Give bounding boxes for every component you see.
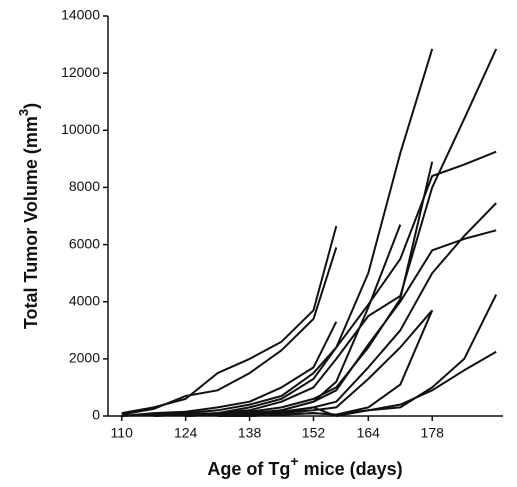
series-line <box>121 247 338 416</box>
series-line <box>185 202 497 417</box>
y-tick-label: 8000 <box>69 178 100 194</box>
x-tick-label: 178 <box>421 425 445 441</box>
y-tick-label: 4000 <box>69 292 100 308</box>
x-tick-label: 110 <box>111 425 134 441</box>
y-tick-label: 0 <box>92 407 100 423</box>
series-line <box>249 224 402 416</box>
y-axis-label: Total Tumor Volume (mm3) <box>16 103 40 329</box>
y-label-sup: 3 <box>16 109 31 116</box>
x-tick-label: 164 <box>357 425 381 441</box>
x-tick-label: 152 <box>302 425 326 441</box>
x-tick-label: 124 <box>174 425 198 441</box>
x-axis-label: Age of Tg+ mice (days) <box>207 453 402 479</box>
series-line <box>249 350 497 417</box>
x-label-end: mice (days) <box>299 459 403 479</box>
series-line <box>185 229 497 417</box>
x-tick-label: 138 <box>238 425 262 441</box>
x-label-text: Age of Tg <box>207 459 290 479</box>
y-tick-label: 10000 <box>61 121 100 137</box>
series-line <box>185 161 434 417</box>
y-tick-label: 2000 <box>69 350 100 366</box>
y-tick-label: 12000 <box>61 64 100 80</box>
series-line <box>121 48 434 417</box>
y-label-end: ) <box>21 103 41 109</box>
y-tick-label: 6000 <box>69 235 100 251</box>
series-line <box>153 150 497 417</box>
y-label-text: Total Tumor Volume (mm <box>21 116 41 329</box>
y-tick-label: 14000 <box>61 7 100 23</box>
series-line <box>121 321 338 417</box>
x-label-sup: + <box>290 453 298 469</box>
